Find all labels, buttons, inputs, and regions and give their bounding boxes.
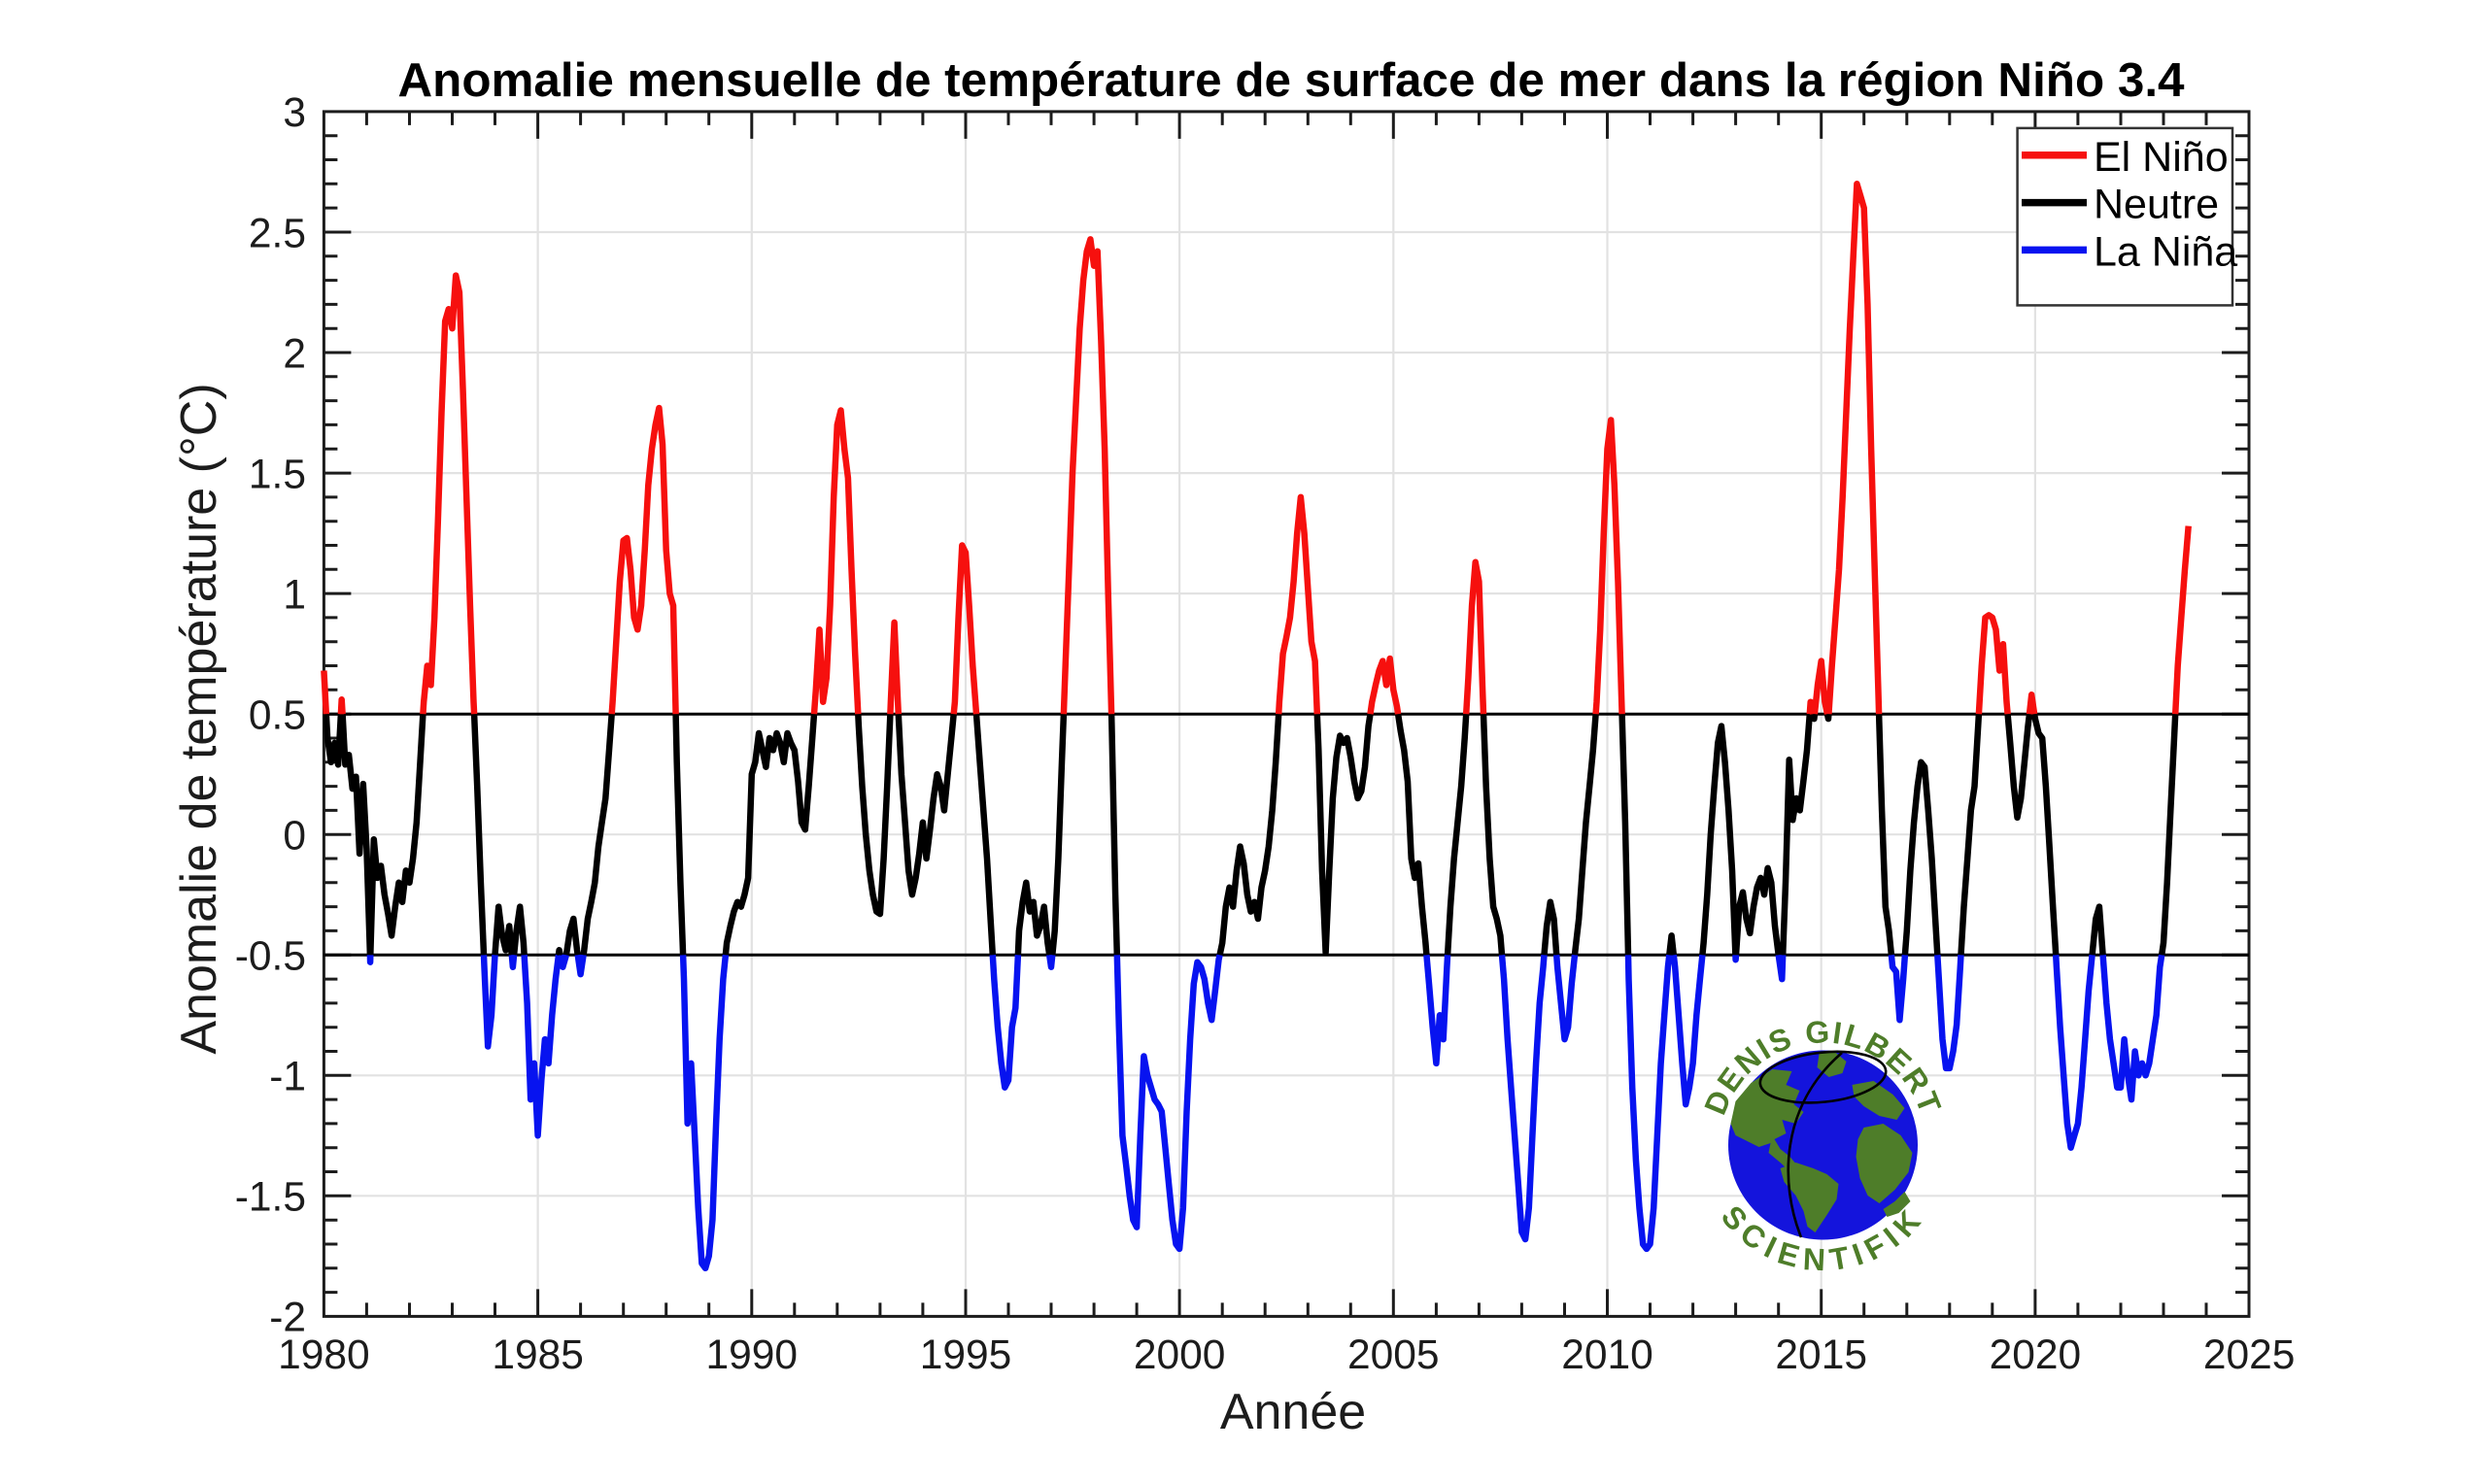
svg-text:1.5: 1.5 [249, 452, 306, 497]
svg-text:1995: 1995 [920, 1332, 1012, 1378]
svg-text:Anomalie mensuelle de températ: Anomalie mensuelle de température de sur… [397, 53, 2185, 107]
svg-text:2: 2 [283, 331, 306, 377]
svg-text:2005: 2005 [1347, 1332, 1440, 1378]
svg-text:1980: 1980 [278, 1332, 370, 1378]
svg-text:-2: -2 [269, 1296, 306, 1341]
svg-text:El Niño: El Niño [2094, 134, 2229, 181]
svg-text:0: 0 [283, 814, 306, 860]
svg-text:2015: 2015 [1775, 1332, 1867, 1378]
svg-text:0.5: 0.5 [249, 693, 306, 739]
svg-text:2020: 2020 [1990, 1332, 2082, 1378]
svg-text:3: 3 [283, 90, 306, 136]
svg-text:Anomalie de température (°C): Anomalie de température (°C) [171, 383, 227, 1054]
svg-text:-0.5: -0.5 [235, 934, 306, 980]
svg-text:-1.5: -1.5 [235, 1175, 306, 1221]
svg-text:2010: 2010 [1561, 1332, 1653, 1378]
svg-text:Année: Année [1220, 1384, 1366, 1440]
svg-text:2.5: 2.5 [249, 211, 306, 256]
svg-text:2025: 2025 [2203, 1332, 2296, 1378]
svg-text:1990: 1990 [706, 1332, 799, 1378]
svg-text:1985: 1985 [492, 1332, 584, 1378]
svg-text:2000: 2000 [1134, 1332, 1226, 1378]
svg-text:-1: -1 [269, 1055, 306, 1100]
svg-text:Neutre: Neutre [2094, 182, 2219, 228]
svg-text:La Niña: La Niña [2094, 228, 2237, 275]
svg-text:1: 1 [283, 572, 306, 618]
